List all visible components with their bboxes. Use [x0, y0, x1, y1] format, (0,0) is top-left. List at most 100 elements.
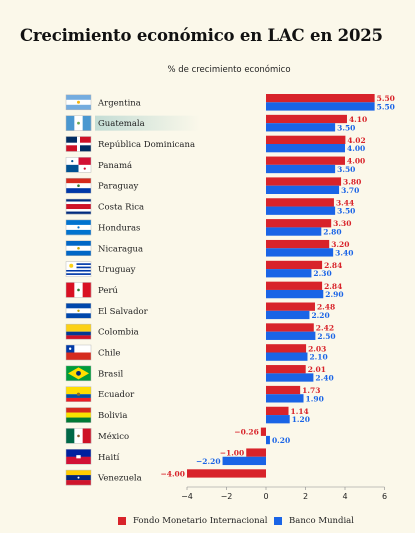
category-label: Uruguay	[98, 265, 136, 275]
category-label: Paraguay	[98, 182, 139, 192]
bar-world-bank	[266, 394, 304, 403]
flag-border	[65, 323, 92, 340]
flag-border	[65, 282, 92, 298]
value-label-world-bank: −2.20	[196, 457, 221, 466]
dominican-republic-flag-icon	[65, 136, 92, 152]
value-label-imf: 2.42	[316, 323, 334, 332]
value-label-world-bank: 1.90	[306, 394, 324, 403]
legend-item-world-bank: Banco Mundial	[274, 516, 354, 526]
value-label-imf: 4.10	[349, 115, 367, 124]
flag-border	[65, 469, 92, 486]
category-label: Bolivia	[98, 411, 127, 421]
flag-border	[65, 219, 92, 236]
value-label-imf: 2.03	[308, 344, 326, 353]
value-label-world-bank: 2.90	[325, 290, 343, 299]
flag-border	[65, 365, 92, 382]
value-label-imf: 4.00	[347, 157, 365, 166]
category-label: Ecuador	[98, 390, 135, 400]
value-label-world-bank: 2.50	[317, 332, 335, 341]
bar-imf	[266, 177, 342, 186]
brazil-flag-icon	[65, 365, 92, 382]
flag-border	[65, 157, 92, 173]
category-label: Honduras	[98, 223, 140, 233]
category-label: Guatemala	[98, 119, 145, 129]
bar-world-bank	[266, 415, 290, 424]
bar-world-bank	[266, 331, 316, 340]
colombia-flag-icon	[65, 323, 92, 340]
panama-flag-icon	[65, 157, 92, 173]
flag-border	[65, 344, 92, 361]
flag-border	[65, 94, 92, 111]
x-tick-label: −2	[221, 492, 233, 501]
bar-world-bank	[266, 435, 270, 445]
bar-imf	[260, 427, 266, 436]
legend-label-world-bank: Banco Mundial	[289, 516, 354, 526]
peru-flag-icon	[65, 282, 92, 298]
bar-imf	[266, 198, 334, 207]
flag-border	[65, 198, 92, 215]
flag-border	[65, 303, 92, 319]
category-label: Haití	[98, 452, 120, 463]
value-label-world-bank: 5.50	[377, 102, 395, 111]
mexico-flag-icon	[65, 428, 92, 444]
legend-item-imf: Fondo Monetario Internacional	[118, 516, 267, 526]
value-label-imf: 2.84	[324, 261, 342, 270]
category-label: Costa Rica	[98, 203, 144, 213]
bar-imf	[266, 156, 345, 165]
ecuador-flag-icon	[65, 386, 92, 402]
value-label-imf: 2.01	[308, 365, 326, 374]
value-label-imf: 3.30	[333, 219, 351, 228]
bar-imf	[266, 365, 306, 374]
category-label: Panamá	[98, 160, 132, 171]
bar-world-bank	[266, 373, 314, 382]
flag-border	[65, 261, 92, 277]
value-label-world-bank: 2.80	[323, 228, 341, 237]
chart-title: Crecimiento económico en LAC en 2025	[20, 26, 383, 45]
bar-world-bank	[266, 206, 336, 215]
costa-rica-flag-icon	[65, 198, 92, 215]
nicaragua-flag-icon	[65, 240, 92, 256]
value-label-imf: −1.00	[220, 449, 245, 458]
value-label-imf: 3.44	[336, 198, 354, 207]
value-label-world-bank: 3.50	[337, 165, 355, 174]
category-label: Nicaragua	[98, 244, 143, 254]
bar-imf	[266, 135, 346, 144]
category-label: Colombia	[98, 328, 139, 338]
value-label-imf: 3.20	[331, 240, 349, 249]
bar-world-bank	[266, 144, 345, 153]
bar-imf	[187, 469, 266, 478]
value-label-world-bank: 3.50	[337, 123, 355, 132]
x-tick-label: 2	[303, 492, 308, 501]
chile-flag-icon	[65, 344, 92, 361]
paraguay-flag-icon	[65, 177, 92, 194]
value-label-world-bank: 4.00	[347, 144, 365, 153]
x-tick-label: −4	[181, 492, 193, 501]
value-label-imf: 2.84	[324, 282, 342, 291]
value-label-world-bank: 3.50	[337, 207, 355, 216]
bar-world-bank	[222, 456, 266, 466]
bar-world-bank	[266, 123, 336, 132]
value-label-world-bank: 0.20	[272, 436, 290, 445]
flag-border	[65, 115, 92, 131]
category-label: Chile	[98, 349, 120, 359]
bar-imf	[266, 94, 375, 103]
bar-world-bank	[266, 248, 334, 257]
honduras-flag-icon	[65, 219, 92, 236]
legend-swatch-imf	[118, 517, 126, 525]
value-label-world-bank: 1.20	[292, 415, 310, 424]
x-tick-label: 6	[382, 492, 387, 501]
bar-imf	[266, 281, 323, 290]
category-label: Perú	[98, 285, 118, 296]
value-label-world-bank: 3.70	[341, 186, 359, 195]
legend-swatch-world-bank	[274, 517, 282, 525]
category-label: Brasil	[98, 369, 123, 379]
value-label-imf: 3.80	[343, 178, 361, 187]
flag-border	[65, 136, 92, 152]
category-label: México	[98, 431, 129, 442]
bar-imf	[266, 114, 347, 124]
bar-imf	[266, 219, 332, 228]
flag-border	[65, 407, 92, 423]
venezuela-flag-icon	[65, 469, 92, 486]
haiti-flag-icon	[65, 449, 92, 465]
